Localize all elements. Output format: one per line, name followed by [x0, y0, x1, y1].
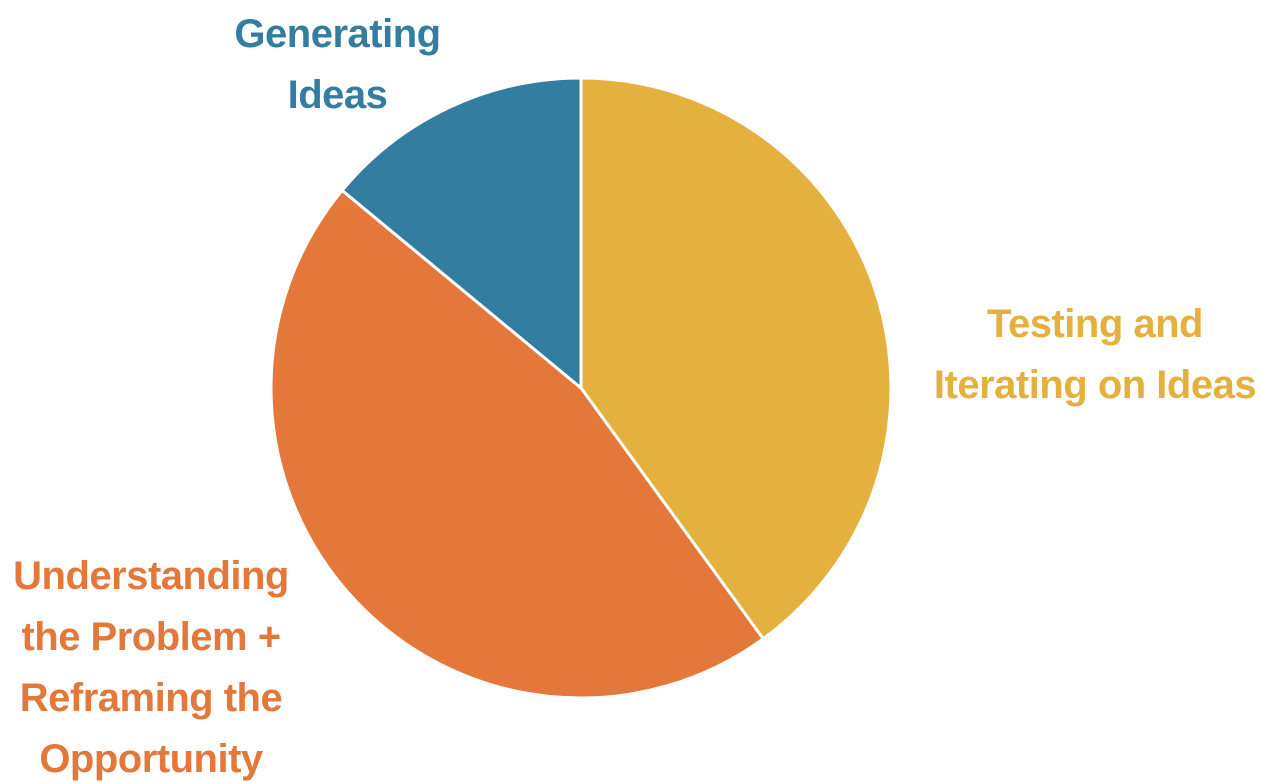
- slice-label-line: Understanding: [13, 554, 289, 598]
- slice-label-line: Generating: [234, 12, 441, 56]
- slice-label-line: Reframing the: [19, 676, 283, 720]
- slice-label-generating-ideas: Generating Ideas: [230, 4, 445, 126]
- slice-label-line: Iterating on Ideas: [933, 363, 1257, 407]
- slice-label-understanding-the-problem: Understanding the Problem + Reframing th…: [6, 546, 296, 782]
- slice-label-line: Ideas: [287, 73, 388, 117]
- slice-label-line: Opportunity: [39, 737, 263, 781]
- slice-label-line: the Problem +: [21, 615, 281, 659]
- pie-slice-understanding-the-problem: [269, 188, 765, 700]
- pie-slice-generating-ideas: [340, 76, 583, 390]
- slice-label-testing-and-iterating: Testing and Iterating on Ideas: [930, 294, 1260, 416]
- slice-label-line: Testing and: [987, 302, 1203, 346]
- pie-slice-testing-and-iterating: [579, 76, 893, 641]
